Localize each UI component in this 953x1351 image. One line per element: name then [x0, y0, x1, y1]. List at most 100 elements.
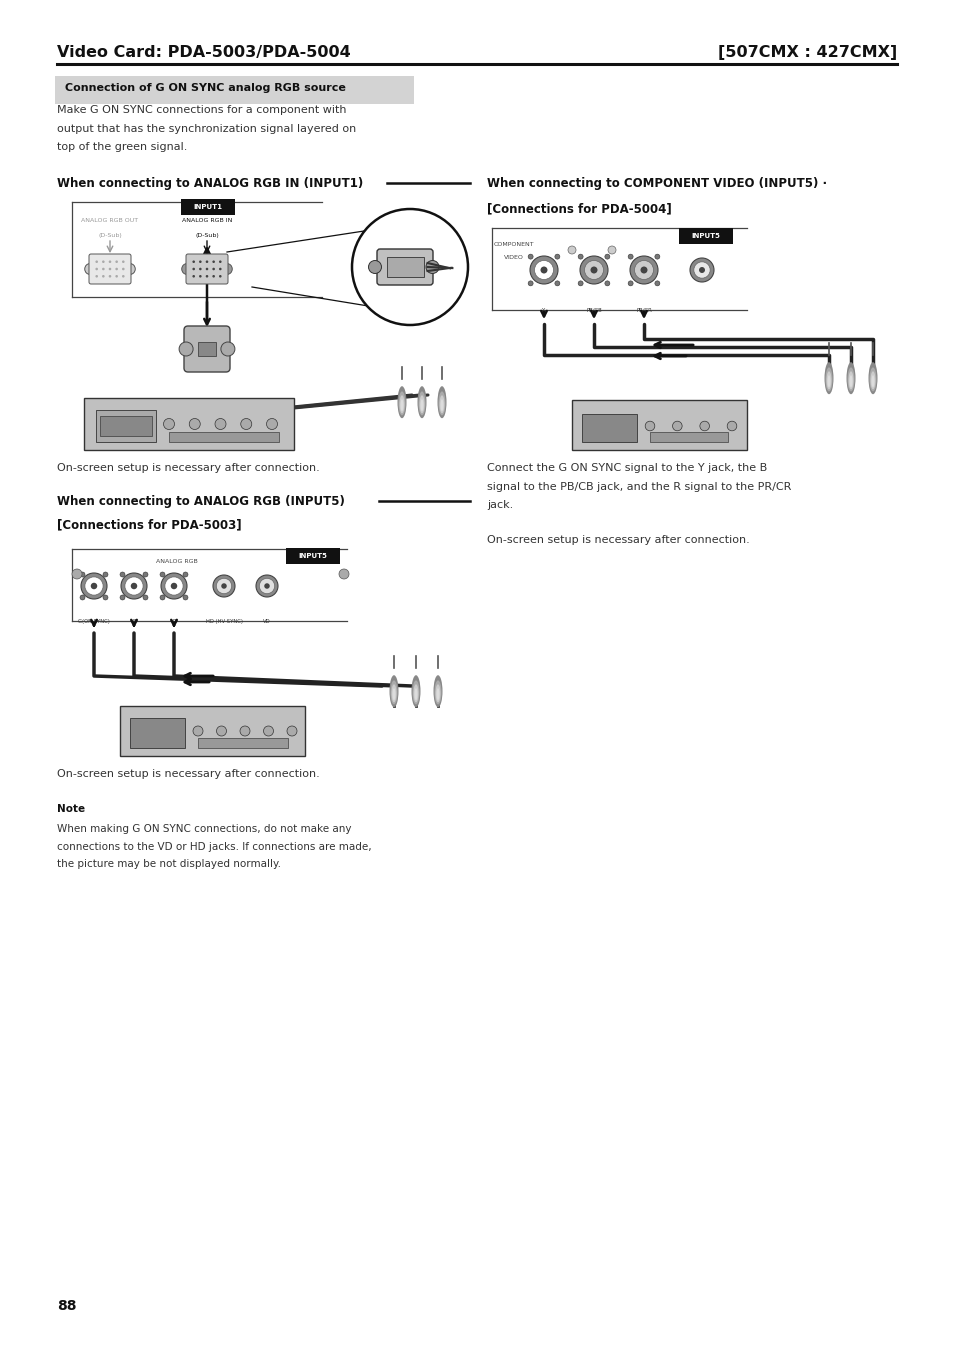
Ellipse shape	[417, 386, 426, 419]
Circle shape	[219, 276, 221, 277]
Circle shape	[654, 254, 659, 259]
FancyBboxPatch shape	[198, 738, 288, 748]
Circle shape	[143, 594, 148, 600]
Text: VD: VD	[263, 619, 271, 624]
Circle shape	[213, 276, 214, 277]
Circle shape	[240, 725, 250, 736]
Ellipse shape	[412, 681, 419, 704]
Circle shape	[540, 266, 547, 273]
FancyBboxPatch shape	[581, 413, 637, 442]
Ellipse shape	[439, 396, 444, 413]
Text: PR/CR: PR/CR	[636, 308, 651, 313]
Circle shape	[213, 261, 214, 263]
Ellipse shape	[418, 392, 425, 415]
Circle shape	[219, 261, 221, 263]
Ellipse shape	[871, 376, 874, 388]
Ellipse shape	[434, 681, 441, 704]
Text: connections to the VD or HD jacks. If connections are made,: connections to the VD or HD jacks. If co…	[57, 842, 372, 851]
Ellipse shape	[438, 392, 445, 415]
Ellipse shape	[413, 685, 418, 703]
Circle shape	[95, 261, 98, 263]
Text: On-screen setup is necessary after connection.: On-screen setup is necessary after conne…	[486, 535, 749, 544]
Text: Connect the G ON SYNC signal to the Y jack, the B: Connect the G ON SYNC signal to the Y ja…	[486, 463, 766, 473]
Circle shape	[567, 246, 576, 254]
Circle shape	[263, 725, 274, 736]
Ellipse shape	[436, 688, 439, 700]
Circle shape	[115, 276, 118, 277]
FancyBboxPatch shape	[120, 707, 305, 757]
Text: Video Card: PDA-5003/PDA-5004: Video Card: PDA-5003/PDA-5004	[57, 45, 351, 59]
Circle shape	[109, 267, 112, 270]
Circle shape	[131, 582, 137, 589]
Circle shape	[182, 263, 193, 274]
Circle shape	[102, 276, 105, 277]
Ellipse shape	[869, 372, 875, 389]
Circle shape	[214, 419, 226, 430]
FancyBboxPatch shape	[649, 432, 727, 442]
Circle shape	[109, 261, 112, 263]
FancyBboxPatch shape	[84, 399, 294, 450]
Text: jack.: jack.	[486, 500, 513, 509]
Text: ANALOG RGB: ANALOG RGB	[156, 559, 197, 563]
Circle shape	[102, 261, 105, 263]
Text: When connecting to COMPONENT VIDEO (INPUT5) ·: When connecting to COMPONENT VIDEO (INPU…	[486, 177, 826, 189]
Circle shape	[95, 267, 98, 270]
Circle shape	[115, 267, 118, 270]
Circle shape	[604, 281, 609, 286]
Circle shape	[206, 261, 208, 263]
Circle shape	[689, 258, 713, 282]
Circle shape	[199, 267, 201, 270]
Circle shape	[189, 419, 200, 430]
Ellipse shape	[845, 362, 855, 394]
Text: Connection of G ON SYNC analog RGB source: Connection of G ON SYNC analog RGB sourc…	[65, 82, 346, 93]
Circle shape	[71, 569, 82, 580]
Text: HD (HV SYNC): HD (HV SYNC)	[205, 619, 242, 624]
Circle shape	[264, 584, 270, 589]
Circle shape	[221, 584, 227, 589]
FancyBboxPatch shape	[100, 416, 152, 436]
Circle shape	[693, 262, 709, 278]
FancyBboxPatch shape	[130, 717, 185, 748]
Text: ANALOG RGB IN: ANALOG RGB IN	[182, 218, 232, 223]
Circle shape	[102, 267, 105, 270]
Circle shape	[85, 263, 95, 274]
Circle shape	[120, 571, 125, 577]
Ellipse shape	[400, 399, 403, 411]
Circle shape	[179, 342, 193, 357]
Circle shape	[122, 276, 125, 277]
Ellipse shape	[867, 362, 877, 394]
Circle shape	[193, 276, 194, 277]
Circle shape	[206, 267, 208, 270]
FancyBboxPatch shape	[89, 254, 131, 284]
Circle shape	[654, 281, 659, 286]
Ellipse shape	[433, 676, 442, 707]
Circle shape	[255, 576, 277, 597]
FancyBboxPatch shape	[679, 228, 732, 245]
Ellipse shape	[414, 688, 417, 700]
Text: Note: Note	[57, 804, 85, 815]
Circle shape	[607, 246, 616, 254]
Ellipse shape	[848, 376, 852, 388]
Ellipse shape	[398, 392, 405, 415]
Text: [507CMX : 427CMX]: [507CMX : 427CMX]	[717, 45, 896, 59]
Circle shape	[221, 263, 232, 274]
Circle shape	[216, 578, 232, 593]
Circle shape	[266, 419, 277, 430]
Circle shape	[726, 422, 736, 431]
Ellipse shape	[823, 362, 833, 394]
Circle shape	[352, 209, 468, 326]
Ellipse shape	[846, 367, 854, 392]
Circle shape	[165, 577, 183, 594]
Text: ANALOG RGB OUT: ANALOG RGB OUT	[81, 218, 138, 223]
Text: signal to the PB/CB jack, and the R signal to the PR/CR: signal to the PB/CB jack, and the R sign…	[486, 481, 791, 492]
Circle shape	[578, 254, 582, 259]
Text: (D-Sub): (D-Sub)	[98, 232, 122, 238]
Text: [Connections for PDA-5004]: [Connections for PDA-5004]	[486, 203, 671, 216]
Ellipse shape	[440, 399, 443, 411]
Circle shape	[287, 725, 296, 736]
Circle shape	[627, 281, 633, 286]
Circle shape	[193, 267, 194, 270]
Circle shape	[199, 261, 201, 263]
Text: INPUT5: INPUT5	[298, 553, 327, 559]
FancyBboxPatch shape	[286, 549, 339, 563]
